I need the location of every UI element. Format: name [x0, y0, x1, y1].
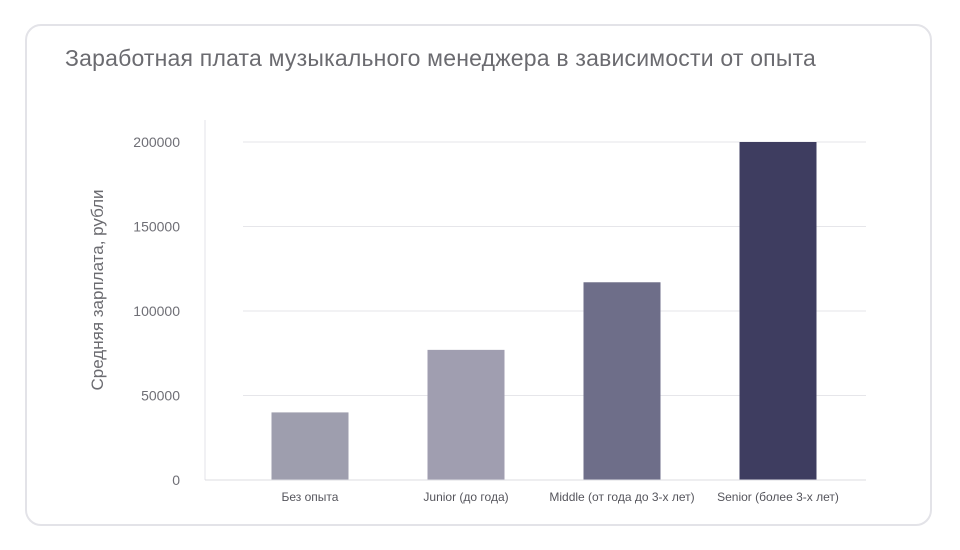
- y-tick-label-3: 150000: [133, 219, 180, 235]
- y-tick-label-2: 100000: [133, 303, 180, 319]
- chart-title: Заработная плата музыкального менеджера …: [65, 45, 817, 71]
- y-tick-label-0: 0: [172, 472, 180, 488]
- x-category-label-0: Без опыта: [282, 490, 339, 504]
- bars: [271, 142, 817, 480]
- y-tick-label-1: 50000: [141, 388, 180, 404]
- x-category-label-1: Junior (до года): [423, 490, 508, 504]
- bar-1: [427, 349, 505, 480]
- bar-2: [583, 282, 661, 480]
- y-axis-title: Средняя зарплата, рубли: [88, 189, 107, 390]
- y-tick-label-4: 200000: [133, 134, 180, 150]
- y-axis-ticks: 0 50000 100000 150000 200000: [133, 134, 180, 488]
- bar-0: [271, 412, 349, 480]
- x-axis-labels: Без опыта Junior (до года) Middle (от года…: [282, 490, 839, 504]
- x-category-label-3: Senior (более 3-х лет): [717, 490, 839, 504]
- bar-3: [739, 142, 817, 480]
- x-category-label-2: Middle (от года до 3-х лет): [549, 490, 694, 504]
